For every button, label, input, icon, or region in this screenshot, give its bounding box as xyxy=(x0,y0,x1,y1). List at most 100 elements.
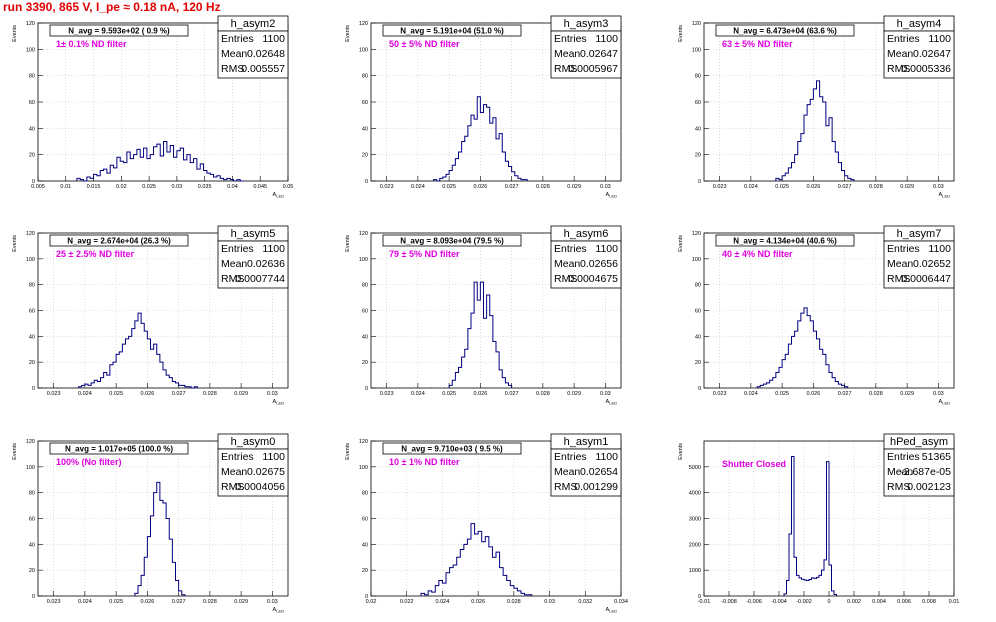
stats-value: 0.0005967 xyxy=(568,63,618,75)
histogram-panel-h_asym0: 0.023 0.024 0.025 0.026 0.027 0.028 0.029 0.03 0… xyxy=(12,433,289,614)
x-tick-label: 0.01 xyxy=(949,599,960,605)
stats-body-box xyxy=(217,240,289,289)
stats-body-box xyxy=(883,30,955,79)
x-tick-label: 0.027 xyxy=(505,391,519,397)
x-tick-label: 0.02 xyxy=(366,599,377,605)
x-tick-label: 0 xyxy=(827,599,830,605)
y-tick-label: 20 xyxy=(362,153,368,159)
stats-label: Entries xyxy=(221,451,254,463)
stats-value: 0.02648 xyxy=(247,48,285,60)
x-tick-label: 0.026 xyxy=(140,599,154,605)
navg-box xyxy=(49,234,189,247)
stats-value: 1100 xyxy=(595,33,618,45)
x-tick-label: 0.02 xyxy=(116,184,127,190)
navg-label: N_avg = 4.134e+04 (40.6 %) xyxy=(733,237,837,246)
filter-annotation: 40 ± 4% ND filter xyxy=(722,249,793,259)
stats-label: RMS xyxy=(887,273,910,285)
stats-label: Entries xyxy=(887,33,920,45)
stats-label: Mean xyxy=(887,258,913,270)
x-tick-label: 0.008 xyxy=(922,599,936,605)
y-axis-label: Events xyxy=(12,25,18,42)
x-tick-label: 0.04 xyxy=(227,184,238,190)
x-tick-label: 0.029 xyxy=(900,391,914,397)
y-axis-label: Events xyxy=(345,25,351,42)
histogram-series-h_asym1 xyxy=(420,523,533,596)
stats-body-box xyxy=(550,240,622,289)
x-tick-label: 0.029 xyxy=(234,391,248,397)
y-tick-label: 60 xyxy=(29,309,35,315)
histogram-panel-h_asym1: 0.02 0.022 0.024 0.026 0.028 0.03 0.032 0.034 0 2… xyxy=(345,433,628,614)
y-tick-label: 0 xyxy=(32,594,35,600)
x-tick-label: 0.023 xyxy=(713,184,727,190)
x-tick-label: 0.03 xyxy=(600,184,611,190)
y-tick-label: 40 xyxy=(29,334,35,340)
page-title: run 3390, 865 V, I_pe ≈ 0.18 nA, 120 Hz xyxy=(3,0,221,14)
x-tick-label: 0.024 xyxy=(436,599,450,605)
stats-value: 51365 xyxy=(922,451,951,463)
y-tick-label: 120 xyxy=(26,231,35,237)
y-tick-label: 60 xyxy=(362,309,368,315)
y-tick-label: 20 xyxy=(29,568,35,574)
x-tick-label: 0.023 xyxy=(380,391,394,397)
y-tick-label: 20 xyxy=(695,360,701,366)
y-tick-label: 80 xyxy=(362,283,368,289)
x-tick-label: 0.027 xyxy=(838,391,852,397)
stats-value: 1100 xyxy=(262,451,285,463)
x-axis-label: ALED xyxy=(606,399,618,406)
x-tick-label: 0.03 xyxy=(172,184,183,190)
histogram-panel-h_asym2: 0.005 0.01 0.015 0.02 0.025 0.03 0.035 0.04 0.04… xyxy=(12,15,293,199)
y-tick-label: 100 xyxy=(359,47,368,53)
y-tick-label: 120 xyxy=(359,231,368,237)
filter-annotation: 50 ± 5% ND filter xyxy=(389,39,460,49)
y-tick-label: 40 xyxy=(29,542,35,548)
navg-label: N_avg = 2.674e+04 (26.3 %) xyxy=(67,237,171,246)
x-axis-label: ALED xyxy=(273,607,285,614)
y-tick-label: 40 xyxy=(695,126,701,132)
navg-box xyxy=(382,442,522,455)
y-tick-label: 60 xyxy=(695,309,701,315)
x-tick-label: 0.026 xyxy=(473,184,487,190)
y-tick-label: 20 xyxy=(362,360,368,366)
stats-title: h_asym0 xyxy=(231,436,276,448)
y-tick-label: 60 xyxy=(695,100,701,106)
x-tick-label: -0.006 xyxy=(746,599,762,605)
x-tick-label: 0.002 xyxy=(847,599,861,605)
y-tick-label: 60 xyxy=(29,517,35,523)
stats-body-box xyxy=(550,448,622,497)
stats-box: h_asym5 Entries 1100 Mean 0.02636RMS0.000774… xyxy=(217,225,289,289)
x-tick-label: 0.026 xyxy=(471,599,485,605)
y-tick-label: 40 xyxy=(695,334,701,340)
stats-title: h_asym4 xyxy=(897,18,942,30)
stats-label: Mean xyxy=(221,258,247,270)
stats-value: 0.0004056 xyxy=(235,481,285,493)
x-tick-label: 0.023 xyxy=(380,184,394,190)
stats-label: RMS xyxy=(554,63,577,75)
stats-value: 0.002123 xyxy=(907,481,951,493)
stats-value: 0.02647 xyxy=(913,48,951,60)
stats-label: Mean xyxy=(554,48,580,60)
y-tick-label: 20 xyxy=(29,360,35,366)
x-tick-label: 0.045 xyxy=(253,184,267,190)
stats-label: Entries xyxy=(221,243,254,255)
y-tick-label: 80 xyxy=(695,283,701,289)
stats-label: Mean xyxy=(221,48,247,60)
x-tick-label: 0.027 xyxy=(838,184,852,190)
x-tick-label: 0.025 xyxy=(109,599,123,605)
stats-label: RMS xyxy=(554,273,577,285)
x-axis-label: ALED xyxy=(939,399,951,406)
x-tick-label: 0.028 xyxy=(507,599,521,605)
x-tick-label: 0.025 xyxy=(442,184,456,190)
y-tick-label: 100 xyxy=(692,47,701,53)
stats-title: h_asym5 xyxy=(231,228,276,240)
histogram-panel-h_asym5: 0.023 0.024 0.025 0.026 0.027 0.028 0.029 0.03 0… xyxy=(12,225,289,406)
navg-box xyxy=(49,24,189,37)
x-tick-label: 0.006 xyxy=(897,599,911,605)
stats-body-box xyxy=(217,30,289,79)
x-tick-label: 0.029 xyxy=(900,184,914,190)
x-tick-label: 0.03 xyxy=(267,599,278,605)
stats-label: RMS xyxy=(887,481,910,493)
y-tick-label: 120 xyxy=(26,439,35,445)
x-axis-label-subscript: LED xyxy=(276,609,284,614)
